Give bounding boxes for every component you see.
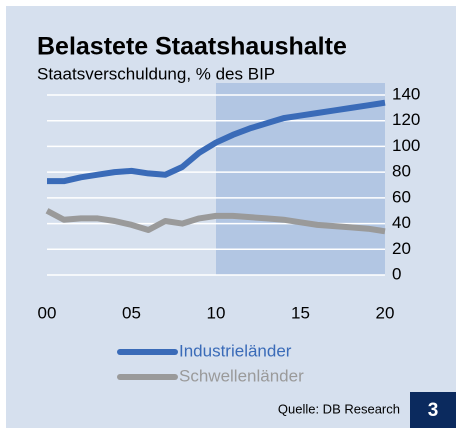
y-tick-label: 0: [392, 264, 401, 283]
y-tick-label: 40: [392, 213, 411, 232]
y-tick-label: 100: [392, 136, 420, 155]
y-tick-label: 80: [392, 162, 411, 181]
legend-label: Schwellenländer: [179, 366, 304, 385]
x-tick-label: 00: [38, 303, 57, 322]
y-tick-label: 120: [392, 110, 420, 129]
y-tick-label: 20: [392, 239, 411, 258]
chart-title: Belastete Staatshaushalte: [37, 33, 347, 61]
y-tick-label: 60: [392, 187, 411, 206]
legend-label: Industrieländer: [179, 341, 292, 360]
badge-box: [410, 392, 456, 428]
x-tick-label: 20: [376, 303, 395, 322]
subtitle: Staatsverschuldung, % des BIP: [37, 64, 275, 83]
source: Quelle: DB Research: [278, 401, 400, 416]
x-tick-label: 15: [291, 303, 310, 322]
y-tick-label: 140: [392, 84, 420, 103]
series-line: [45, 208, 386, 235]
badge: 3: [428, 400, 439, 421]
series-line: [47, 99, 386, 185]
x-tick-label: 10: [207, 303, 226, 322]
x-tick-label: 05: [122, 303, 141, 322]
forecast-shade: [216, 83, 385, 275]
